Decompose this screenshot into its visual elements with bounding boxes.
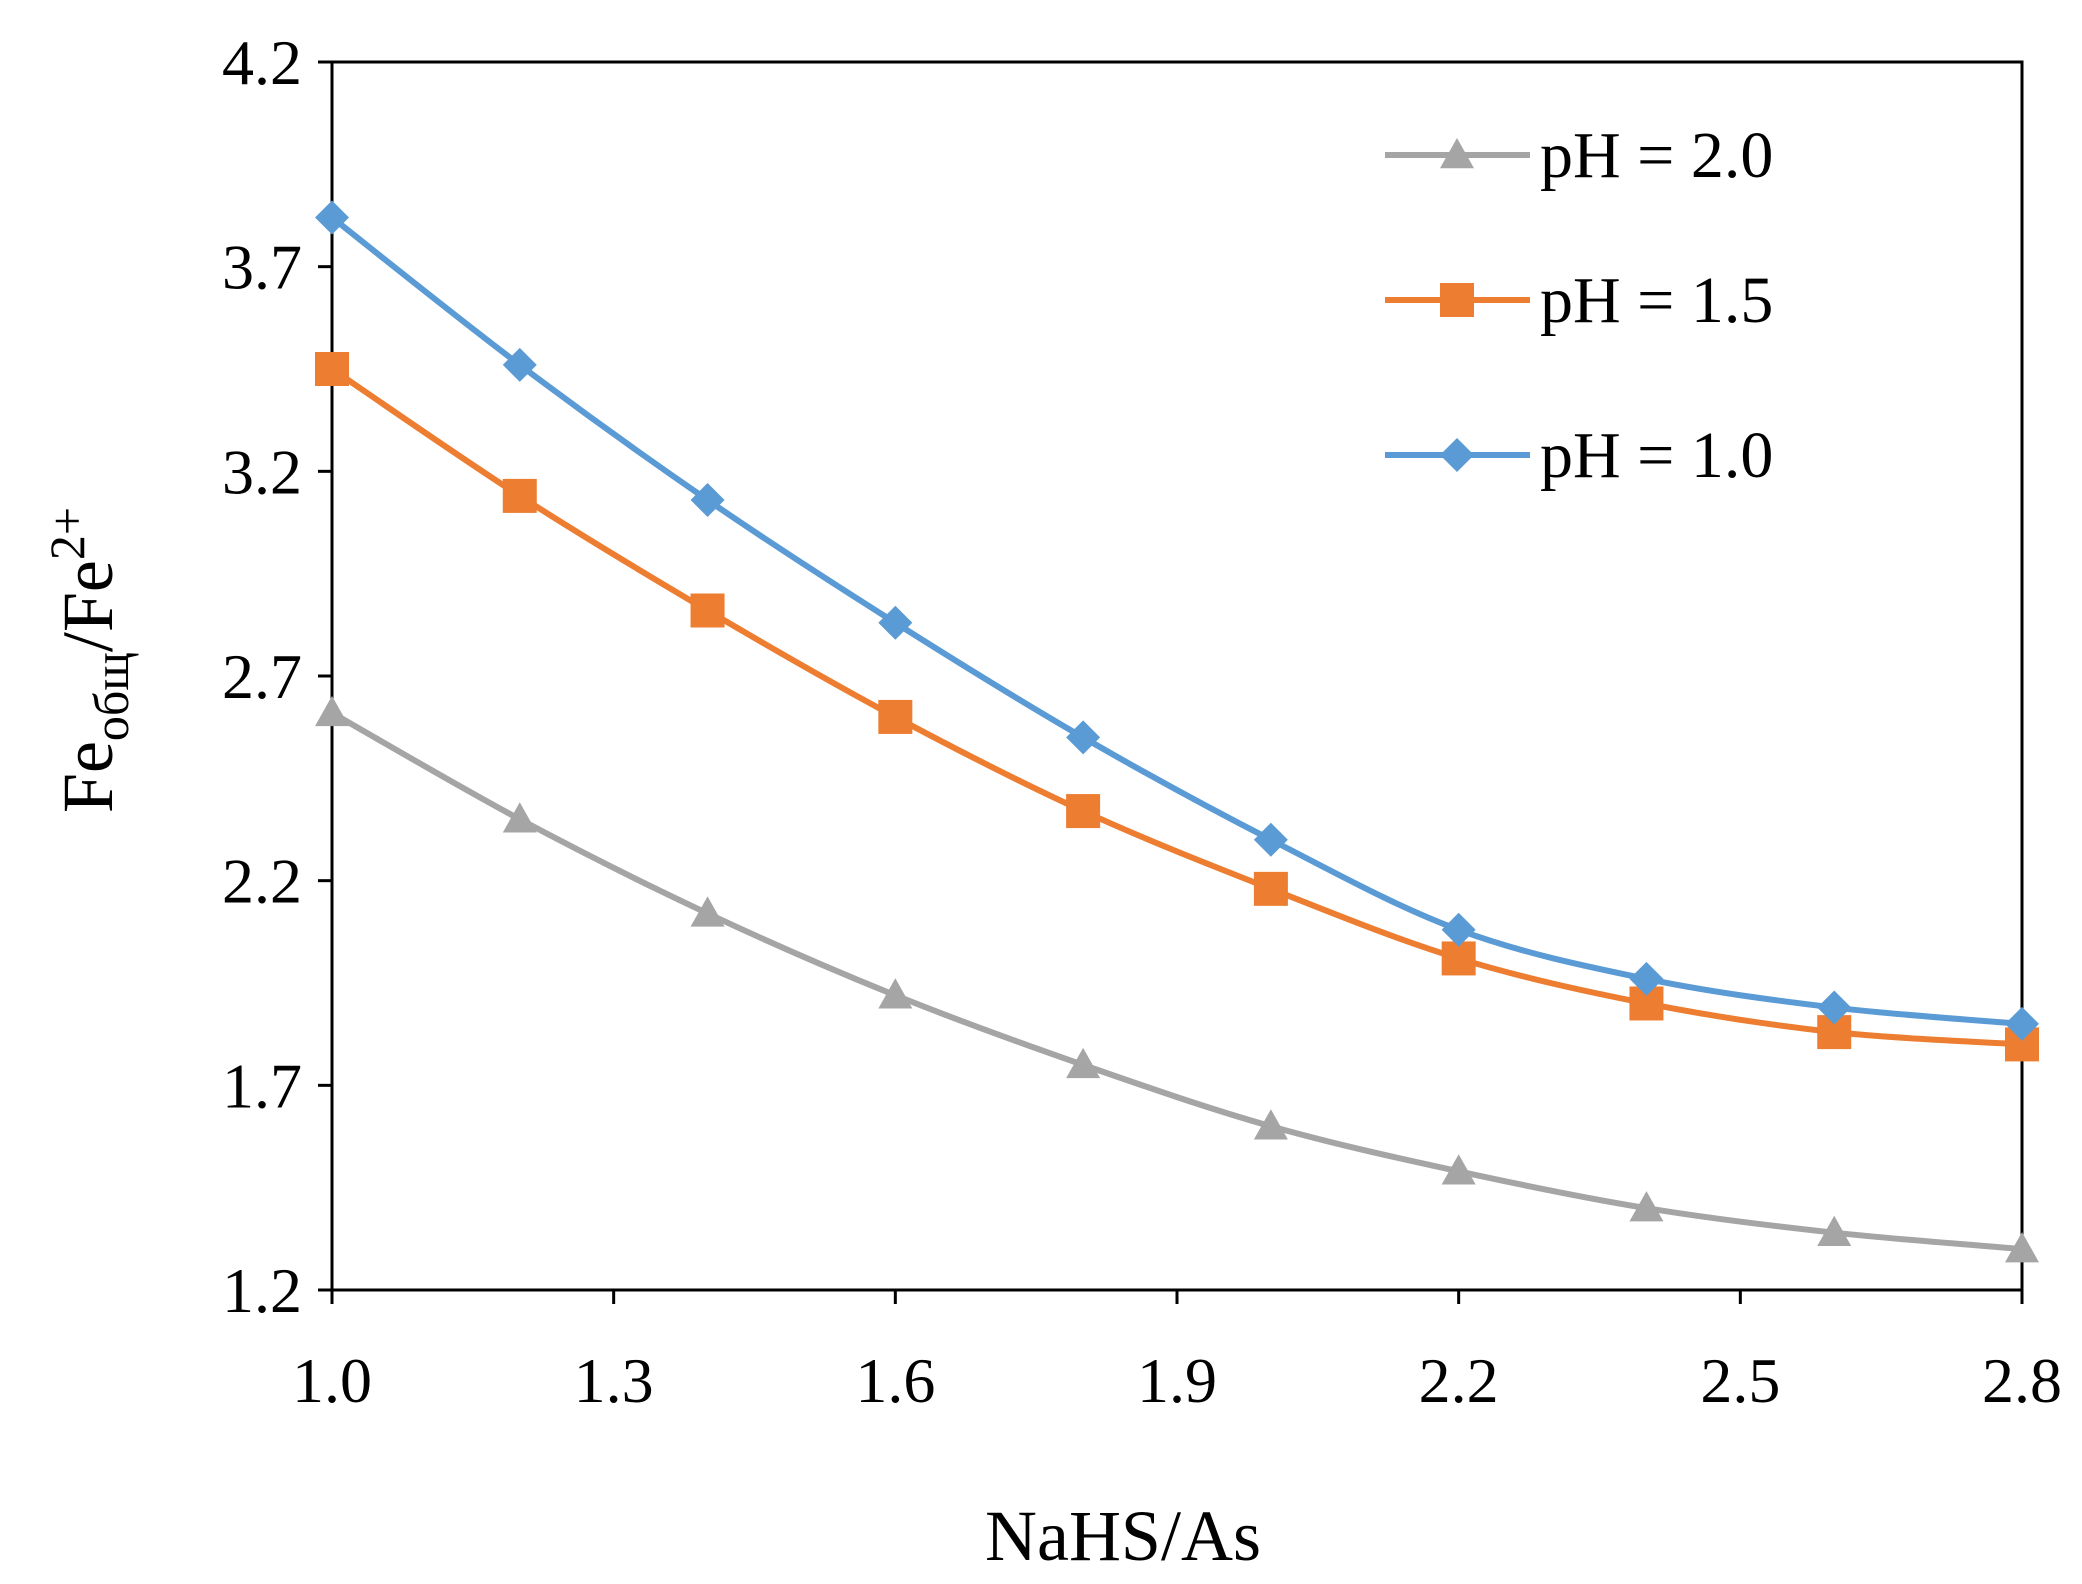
series-layer	[315, 200, 2039, 1263]
data-point-ph-1-5	[315, 352, 349, 386]
data-point-ph-1-0	[315, 200, 349, 235]
data-point-ph-2-0	[1441, 1154, 1476, 1185]
y-tick-label: 3.2	[222, 436, 302, 507]
x-axis: 1.0 1.3 1.6 1.9 2.2 2.5 2.8	[292, 1290, 2062, 1416]
legend-marker	[1440, 438, 1474, 472]
legend-label: pH = 1.0	[1540, 419, 1773, 492]
series-line-ph-1-0	[330, 215, 2023, 1027]
series-line-ph-2-0	[330, 710, 2023, 1253]
y-tick-label: 4.2	[222, 27, 302, 98]
data-point-ph-2-0	[2005, 1232, 2039, 1263]
data-point-ph-1-0	[502, 347, 537, 382]
data-point-ph-1-5	[690, 593, 725, 628]
y-axis-title-subscript: общ	[83, 652, 139, 741]
data-point-ph-2-0	[690, 896, 725, 927]
data-point-ph-2-0	[1253, 1109, 1288, 1140]
x-axis-title: NaHS/As	[985, 1496, 1261, 1576]
data-point-ph-1-5	[502, 478, 537, 513]
legend-label: pH = 2.0	[1540, 119, 1773, 192]
x-tick-label: 1.0	[292, 1345, 372, 1416]
legend-marker	[1440, 283, 1474, 317]
y-tick-label: 2.7	[222, 641, 302, 712]
data-point-ph-1-0	[1629, 961, 1664, 996]
data-point-ph-1-0	[1253, 822, 1288, 857]
x-tick-label: 2.2	[1419, 1345, 1499, 1416]
data-point-ph-1-0	[1441, 912, 1476, 947]
plot-area-frame	[330, 60, 2024, 1292]
x-tick-label: 1.6	[855, 1345, 935, 1416]
series-ph-1-0	[315, 200, 2039, 1041]
y-axis-title-superscript: 2+	[39, 507, 95, 560]
data-point-ph-2-0	[315, 695, 349, 727]
legend-entry-ph-1-5: pH = 1.5	[1385, 264, 1773, 337]
x-tick-label: 1.3	[574, 1345, 654, 1416]
x-tick-label: 1.9	[1137, 1345, 1217, 1416]
y-tick-label: 1.2	[222, 1255, 302, 1326]
y-axis-title-base: Fe	[48, 741, 128, 813]
y-axis-title-middle: /Fe	[48, 560, 128, 652]
data-point-ph-2-0	[1817, 1215, 1852, 1246]
data-point-ph-2-0	[502, 802, 537, 833]
legend-marker	[1440, 138, 1474, 169]
data-point-ph-1-5	[1253, 871, 1288, 906]
data-point-ph-1-0	[1817, 990, 1852, 1025]
data-point-ph-1-0	[1066, 720, 1101, 755]
series-ph-2-0	[315, 695, 2039, 1263]
y-axis-title: Feобщ/Fe2+	[39, 507, 139, 813]
data-point-ph-1-5	[1441, 941, 1476, 976]
y-axis: 1.2 1.7 2.2 2.7 3.2 3.7 4.2	[222, 27, 332, 1326]
y-tick-label: 2.2	[222, 846, 302, 917]
y-tick-label: 3.7	[222, 232, 302, 303]
data-point-ph-1-5	[1066, 794, 1101, 829]
data-point-ph-2-0	[1629, 1191, 1664, 1222]
data-point-ph-2-0	[1066, 1047, 1101, 1079]
plot-border	[330, 60, 2024, 1292]
x-tick-label: 2.8	[1982, 1345, 2062, 1416]
data-point-ph-2-0	[878, 978, 913, 1009]
data-point-ph-1-5	[878, 699, 913, 734]
legend-entry-ph-1-0: pH = 1.0	[1385, 419, 1773, 492]
legend-entry-ph-2-0: pH = 2.0	[1385, 119, 1773, 192]
x-tick-label: 2.5	[1700, 1345, 1780, 1416]
data-point-ph-1-0	[878, 605, 913, 640]
legend-label: pH = 1.5	[1540, 264, 1773, 337]
series-line-ph-1-5	[330, 366, 2023, 1048]
data-point-ph-1-0	[2005, 1006, 2039, 1041]
series-ph-1-5	[315, 352, 2039, 1062]
legend: pH = 2.0 pH = 1.5 pH = 1.0	[1385, 119, 1773, 492]
y-tick-label: 1.7	[222, 1050, 302, 1121]
data-point-ph-1-0	[690, 482, 725, 517]
